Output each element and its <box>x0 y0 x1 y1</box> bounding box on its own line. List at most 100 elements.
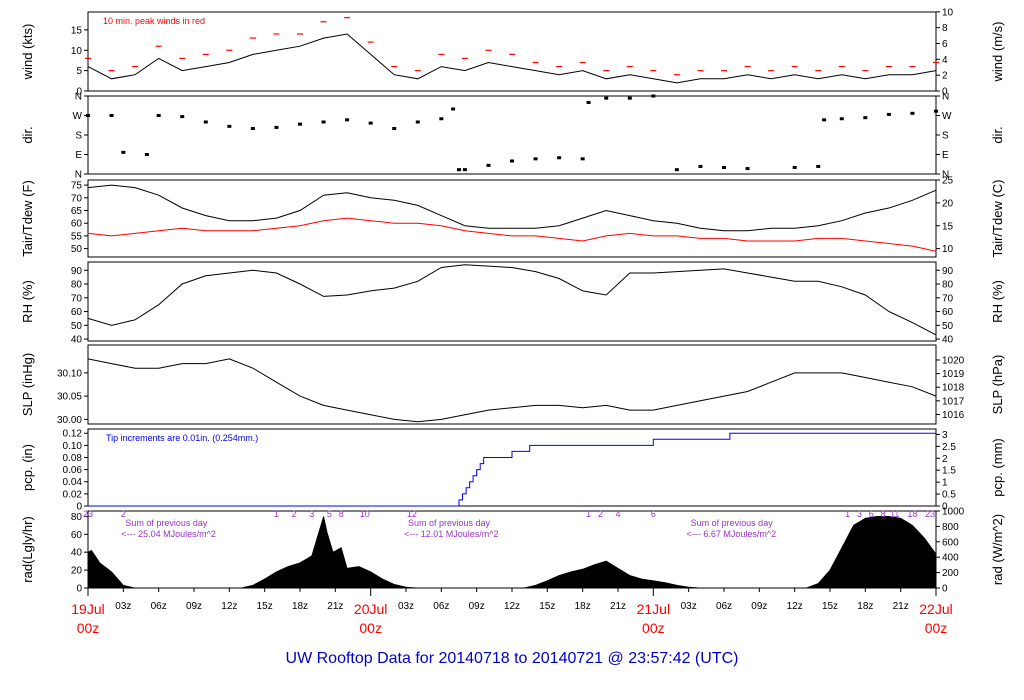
pcp-left-tick-label: 0.06 <box>63 465 83 476</box>
x-hour-tick-label: 15z <box>539 601 555 612</box>
radiation-hour-mark: 5 <box>327 509 332 519</box>
pcp-frame <box>87 428 937 507</box>
radiation-hour-mark: 2 <box>598 509 603 519</box>
direction-point <box>321 120 326 124</box>
dir-right-tick-label: N <box>942 92 949 103</box>
wind-panel <box>84 11 940 92</box>
pcp-right-tick-label: 3 <box>942 430 948 441</box>
wind-left-tick-label: 10 <box>71 46 83 57</box>
pcp-left-tick-label: 0.04 <box>63 477 83 488</box>
temp-series-tair <box>87 184 937 232</box>
slp-left-tick-label: 30.10 <box>57 368 82 379</box>
direction-point <box>745 167 750 171</box>
slp-frame <box>87 344 937 425</box>
radiation-hour-mark: 23 <box>925 509 935 519</box>
direction-point <box>144 153 149 156</box>
x-hour-tick-label: 15z <box>822 601 838 612</box>
dir-right-tick-label: E <box>942 150 949 161</box>
direction-point <box>886 112 891 116</box>
slp-left-tick-label: 30.05 <box>57 392 82 403</box>
temp-right-tick-label: 25 <box>942 176 954 187</box>
direction-point <box>180 115 185 119</box>
direction-point <box>934 109 938 113</box>
rh-right-tick-label: 50 <box>942 321 954 332</box>
direction-point <box>368 121 373 125</box>
wind-left-tick-label: 0 <box>76 87 82 98</box>
wind-right-tick-label: 2 <box>942 71 948 82</box>
radiation-hour-mark: 18 <box>907 509 917 519</box>
rh-left-axis-label: RH (%) <box>20 280 35 323</box>
rad-left-axis-label: rad(Lgly/hr) <box>20 516 35 582</box>
direction-point <box>698 164 703 168</box>
x-day-hour-label: 00z <box>642 620 665 636</box>
x-hour-tick-label: 21z <box>327 601 343 612</box>
x-day-label: 22Jul <box>919 601 952 617</box>
direction-point <box>203 120 208 124</box>
x-hour-tick-label: 03z <box>398 601 414 612</box>
x-hour-tick-label: 03z <box>115 601 131 612</box>
direction-point <box>274 125 279 129</box>
rad-right-tick-label: 1000 <box>942 507 965 518</box>
radiation-hour-mark: 6 <box>869 509 874 519</box>
temp-left-tick-label: 65 <box>71 206 83 217</box>
dir-left-tick-label: S <box>75 131 82 142</box>
direction-point <box>510 159 514 163</box>
dir-left-axis-label: dir. <box>20 126 35 143</box>
direction-point <box>792 166 797 169</box>
x-hour-tick-label: 09z <box>469 601 485 612</box>
x-hour-tick-label: 09z <box>751 601 767 612</box>
rad-left-tick-label: 80 <box>71 512 83 523</box>
rh-left-tick-label: 80 <box>71 280 83 291</box>
rh-left-tick-label: 40 <box>71 335 83 346</box>
rh-left-tick-label: 60 <box>71 307 83 318</box>
rh-right-tick-label: 40 <box>942 335 954 346</box>
rad-left-tick-label: 40 <box>71 548 83 559</box>
temp-right-tick-label: 15 <box>942 221 954 232</box>
x-day-hour-label: 00z <box>359 620 382 636</box>
rad-right-tick-label: 200 <box>942 568 959 579</box>
pcp-series-cumulative-precip <box>88 432 936 507</box>
rad-right-tick-label: 0 <box>942 584 948 595</box>
radiation-sum-label: Sum of previous day <box>691 518 774 528</box>
slp-series-slp <box>87 358 937 423</box>
direction-point <box>156 114 161 117</box>
direction-point <box>580 157 585 161</box>
rh-left-tick-label: 50 <box>71 321 83 332</box>
temp-right-tick-label: 20 <box>942 198 954 209</box>
dir-left-tick-label: E <box>75 150 82 161</box>
radiation-hour-mark: 4 <box>615 509 620 519</box>
rh-left-tick-label: 70 <box>71 293 83 304</box>
rad-right-tick-label: 600 <box>942 537 959 548</box>
radiation-hour-mark: 6 <box>651 509 656 519</box>
temp-right-tick-label: 10 <box>942 244 954 255</box>
pcp-annotation: Tip increments are 0.01in. (0.254mm.) <box>106 433 258 443</box>
direction-point <box>822 118 827 122</box>
dir-right-tick-label: N <box>942 170 949 181</box>
slp-right-tick-label: 1016 <box>942 410 965 421</box>
radiation-sum-value: <--- 25.04 MJoules/m^2 <box>121 529 216 539</box>
direction-point <box>345 118 350 122</box>
wind-left-tick-label: 5 <box>76 66 82 77</box>
x-hour-tick-label: 06z <box>433 601 449 612</box>
wind-left-axis-label: wind (kts) <box>20 24 35 81</box>
wind-annotation: 10 min. peak winds in red <box>103 16 205 26</box>
slp-right-tick-label: 1017 <box>942 396 965 407</box>
direction-point <box>863 116 868 120</box>
dir-left-tick-label: N <box>75 92 82 103</box>
pcp-left-axis-label: pcp. (in) <box>20 444 35 491</box>
direction-point <box>451 107 456 111</box>
temp-left-tick-label: 60 <box>71 219 83 230</box>
dir-left-tick-label: N <box>75 170 82 181</box>
dir-right-axis-label: dir. <box>990 126 1005 143</box>
wind-right-tick-label: 10 <box>942 7 954 18</box>
direction-point <box>674 168 679 172</box>
rad-frame <box>87 510 937 589</box>
wind-right-tick-label: 4 <box>942 55 948 66</box>
x-day-label: 19Jul <box>71 601 104 617</box>
direction-point <box>533 157 538 161</box>
x-hour-tick-label: 06z <box>716 601 732 612</box>
radiation-hour-mark: 2 <box>292 509 297 519</box>
direction-point <box>627 96 632 100</box>
radiation-hour-mark: 23 <box>83 509 93 519</box>
